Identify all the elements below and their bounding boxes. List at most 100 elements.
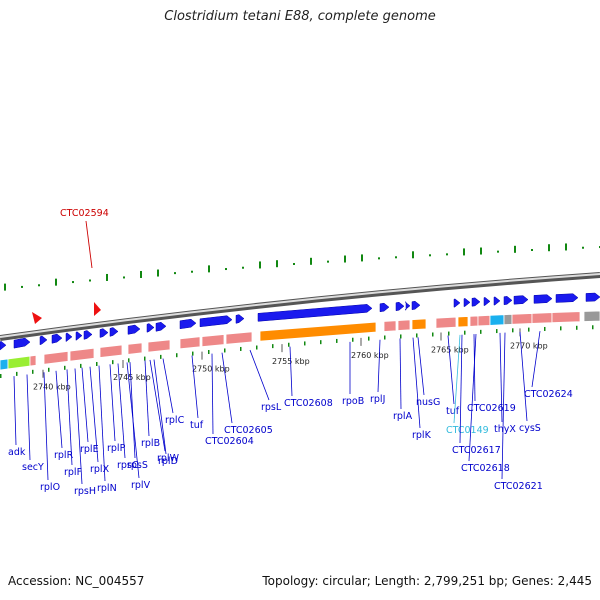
gene-arrow-forward — [483, 297, 491, 306]
skew-mark — [344, 255, 346, 263]
gene-block-reverse — [29, 354, 37, 367]
gene-leader-line — [43, 372, 49, 481]
gene-block-reverse — [503, 313, 513, 326]
scale-minor-tick — [128, 358, 130, 363]
skew-mark — [225, 268, 227, 271]
skew-mark — [378, 257, 380, 260]
gene-leader-line — [417, 337, 425, 396]
gene-leader-line — [13, 376, 17, 446]
marker-leader-line — [85, 220, 93, 269]
gene-leader-line — [162, 358, 174, 414]
scale-minor-tick — [16, 371, 18, 376]
gene-arrow-forward — [75, 331, 83, 341]
scale-minor-tick — [112, 360, 114, 365]
scale-minor-tick — [464, 330, 466, 335]
skew-mark — [361, 254, 363, 262]
skew-mark — [412, 251, 414, 259]
scale-minor-tick — [80, 363, 82, 368]
skew-mark — [276, 260, 278, 268]
skew-mark — [582, 246, 584, 249]
skew-mark — [565, 243, 567, 251]
scale-minor-tick — [192, 351, 194, 356]
gene-label: rpsC — [117, 460, 139, 471]
gene-leader-line — [74, 368, 83, 485]
gene-labels: adksecYrplOrplRrplFrpsHrplErplXrplNrplPr… — [8, 331, 573, 497]
gene-arrow-forward — [179, 318, 197, 330]
gene-arrow-forward — [0, 340, 7, 351]
gene-block-reverse — [469, 315, 479, 327]
gene-label: adk — [8, 447, 26, 458]
gene-arrow-forward — [463, 298, 471, 308]
skew-mark — [4, 283, 6, 291]
skew-mark — [38, 284, 40, 287]
kbp-tick-label: 2770 kbp — [510, 341, 548, 350]
skew-mark — [72, 281, 74, 284]
gene-arrow-forward — [533, 294, 553, 304]
gene-arrow-forward — [493, 296, 501, 306]
gene-label: tuf — [190, 420, 204, 431]
gc-skew-track — [4, 243, 600, 291]
gene-leader-line — [501, 332, 506, 480]
gene-arrow-forward — [503, 296, 513, 305]
gene-label: rplX — [90, 464, 110, 475]
gene-leader-line — [98, 365, 106, 482]
gene-label: cysS — [519, 423, 541, 434]
gene-leader-line — [26, 374, 31, 461]
gene-label: CTC02608 — [284, 398, 333, 409]
scale-minor-tick — [176, 353, 178, 358]
scale-minor-tick — [224, 348, 226, 353]
gene-block-reverse — [7, 355, 31, 370]
gene-label: rplD — [158, 456, 178, 467]
gene-leader-line — [144, 360, 150, 437]
gene-arrow-forward — [585, 292, 600, 302]
gene-leader-line — [109, 364, 116, 442]
skew-mark — [89, 279, 91, 282]
gene-block-reverse — [99, 344, 123, 358]
gene-block-reverse — [69, 347, 95, 362]
skew-mark — [463, 248, 465, 256]
scale-minor-tick — [304, 341, 306, 346]
gene-label: rplK — [412, 430, 432, 441]
scale-minor-tick — [368, 336, 370, 341]
skew-mark — [310, 257, 312, 265]
gene-label: rplA — [393, 411, 413, 422]
scale-minor-tick — [208, 349, 210, 354]
gene-label: CTC02604 — [205, 436, 254, 447]
scale-minor-tick — [64, 365, 66, 370]
gene-leader-line — [81, 367, 89, 443]
scale-minor-tick — [288, 342, 290, 347]
scale-minor-tick — [448, 331, 450, 336]
feature-marker — [32, 312, 42, 324]
gene-label: CTC02605 — [224, 425, 273, 436]
gene-leader-line — [519, 331, 528, 422]
scale-minor-tick — [544, 326, 546, 331]
skew-mark — [191, 270, 193, 273]
skew-mark — [208, 265, 210, 273]
gene-leader-line — [412, 337, 421, 429]
gene-block-reverse — [457, 316, 469, 328]
scale-minor-tick — [560, 326, 562, 331]
gene-label: CTC02619 — [467, 403, 516, 414]
gene-arrow-forward — [99, 328, 109, 338]
gene-leader-line — [129, 362, 136, 459]
scale-minor-tick — [0, 374, 2, 378]
gene-block-reverse — [435, 316, 457, 329]
scale-minor-tick — [592, 325, 594, 330]
skew-mark — [140, 270, 142, 278]
topology-summary: Topology: circular; Length: 2,799,251 bp… — [262, 574, 592, 588]
gene-arrow-forward — [83, 330, 93, 340]
gene-label: rplF — [64, 467, 82, 478]
skew-mark — [514, 245, 516, 253]
gene-arrow-forward — [199, 315, 233, 328]
gene-block-reverse — [583, 310, 600, 322]
gene-block-reverse — [147, 339, 171, 353]
skew-mark — [242, 266, 244, 269]
skew-mark — [548, 244, 550, 252]
scale-minor-tick — [416, 333, 418, 338]
gene-leader-line — [468, 334, 477, 462]
gene-label: rplW — [157, 453, 180, 464]
gene-arrow-forward — [65, 332, 73, 343]
skew-mark — [259, 261, 261, 269]
genome-backbone-highlight — [0, 273, 600, 338]
gene-leader-line — [149, 359, 166, 452]
